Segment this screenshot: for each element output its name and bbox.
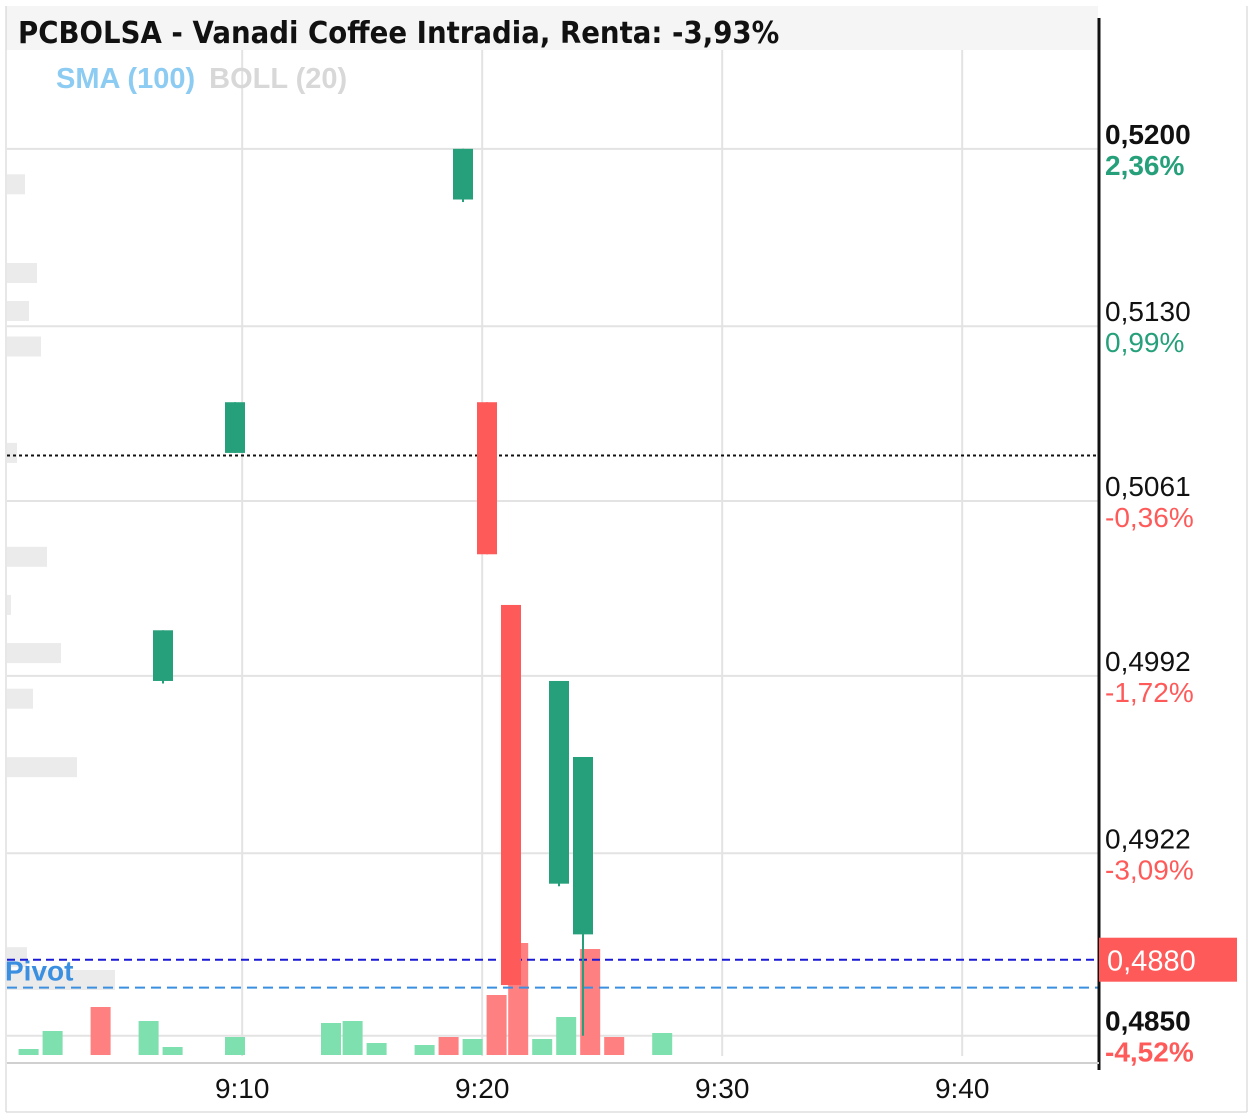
volume-profile-bar <box>7 757 77 778</box>
current-price-label: 0,4880 <box>1107 946 1196 978</box>
y-tick-label-pct: -0,36% <box>1105 502 1194 533</box>
volume-profile-bar <box>7 643 61 664</box>
volume-bar[interactable] <box>486 995 507 1055</box>
volume-bar[interactable] <box>604 1037 625 1055</box>
plot-area <box>7 50 1099 1056</box>
volume-bar[interactable] <box>138 1021 159 1055</box>
y-tick-label-price: 0,5130 <box>1105 296 1191 327</box>
y-tick-label-pct: -4,52% <box>1105 1037 1194 1068</box>
chart-title: PCBOLSA - Vanadi Coffee Intradia, Renta:… <box>18 16 780 51</box>
indicator-legend-label: SMA (100) <box>56 63 195 95</box>
volume-profile-bar <box>7 969 115 990</box>
volume-bar[interactable] <box>18 1049 39 1055</box>
volume-bar[interactable] <box>225 1037 245 1055</box>
volume-bar[interactable] <box>42 1031 63 1055</box>
x-tick-label: 9:30 <box>695 1073 750 1104</box>
y-tick-label-pct: -1,72% <box>1105 677 1194 708</box>
y-tick-label-price: 0,4850 <box>1105 1006 1191 1037</box>
volume-profile-bar <box>7 688 33 709</box>
y-tick-label-price: 0,5200 <box>1105 119 1191 150</box>
current-price-badge <box>1099 937 1237 982</box>
volume-bar[interactable] <box>342 1021 363 1055</box>
y-tick-label-price: 0,4992 <box>1105 646 1191 677</box>
volume-bar[interactable] <box>532 1039 553 1055</box>
x-tick-label: 9:40 <box>935 1073 990 1104</box>
y-tick-label-price: 0,5061 <box>1105 471 1191 502</box>
volume-bar[interactable] <box>556 1017 577 1055</box>
volume-profile-bar <box>7 301 29 322</box>
indicator-legend-label: BOLL (20) <box>209 63 347 95</box>
volume-bar[interactable] <box>90 1007 111 1055</box>
volume-bar[interactable] <box>321 1023 341 1055</box>
x-tick-label: 9:10 <box>215 1073 270 1104</box>
volume-profile-bar <box>7 947 27 968</box>
candle-body[interactable] <box>453 148 473 200</box>
x-tick-label: 9:20 <box>455 1073 510 1104</box>
volume-bar[interactable] <box>438 1037 459 1055</box>
candle-body[interactable] <box>573 756 593 935</box>
candle-body[interactable] <box>549 680 569 884</box>
volume-profile-bar <box>7 442 17 463</box>
volume-bar[interactable] <box>580 949 601 1055</box>
y-tick-label-pct: 0,99% <box>1105 327 1184 358</box>
volume-profile-bar <box>7 594 11 615</box>
volume-bar[interactable] <box>162 1047 183 1055</box>
volume-profile-bar <box>7 546 47 567</box>
volume-bar[interactable] <box>462 1039 483 1055</box>
candle-body[interactable] <box>501 604 521 986</box>
candle-body[interactable] <box>225 402 245 453</box>
candle-body[interactable] <box>477 402 497 555</box>
pivot-label: Pivot <box>5 956 73 987</box>
title-bar: PCBOLSA - Vanadi Coffee Intradia, Renta:… <box>6 6 1098 51</box>
y-tick-label-pct: 2,36% <box>1105 150 1184 181</box>
y-tick-label-price: 0,4922 <box>1105 823 1191 854</box>
y-tick-label-pct: -3,09% <box>1105 854 1194 885</box>
volume-profile-bar <box>7 262 37 283</box>
volume-bar[interactable] <box>652 1033 673 1055</box>
volume-profile-bar <box>7 336 41 357</box>
candle-body[interactable] <box>153 630 173 681</box>
volume-bar[interactable] <box>414 1045 435 1055</box>
volume-bar[interactable] <box>366 1043 387 1055</box>
volume-profile-bar <box>7 174 25 195</box>
